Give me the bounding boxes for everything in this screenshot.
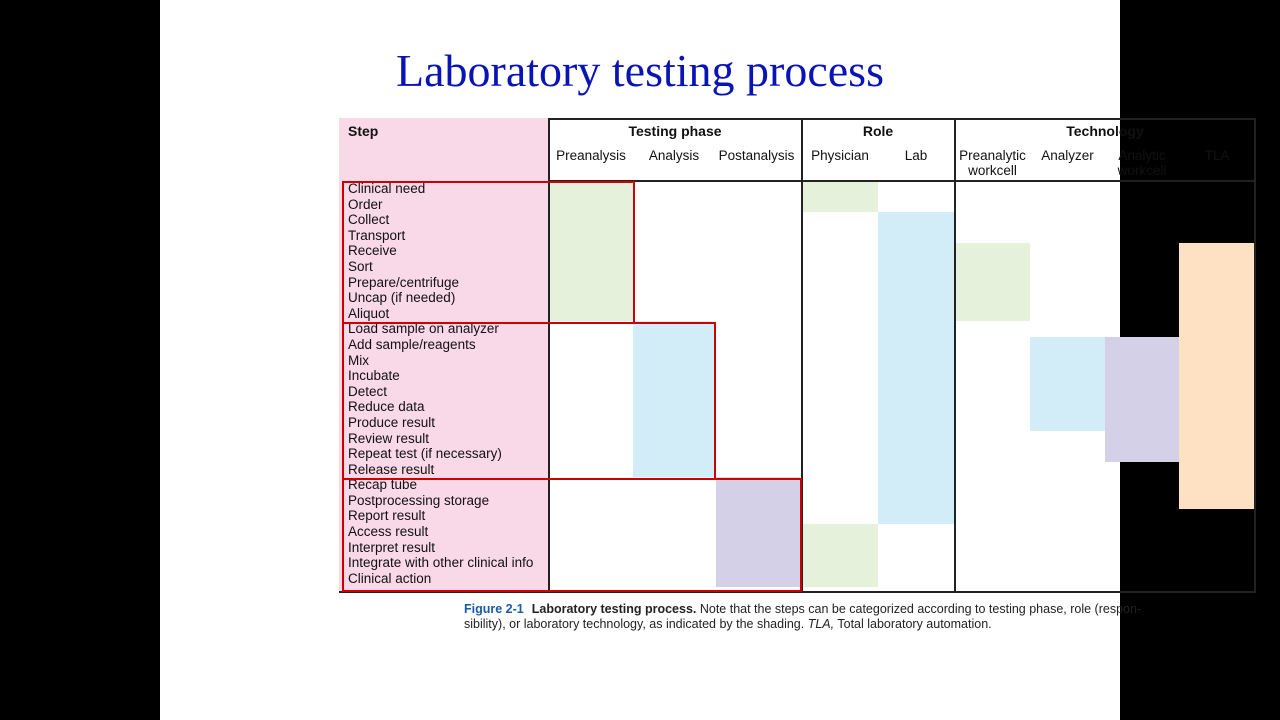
- slide: Laboratory testing process Step Testing …: [160, 0, 1256, 720]
- step-item: Incubate: [348, 368, 400, 384]
- step-item: Report result: [348, 508, 426, 524]
- step-item: Receive: [348, 243, 397, 259]
- col-header-physician: Physician: [811, 148, 869, 163]
- col-header-analysis: Analysis: [648, 148, 700, 163]
- col-header-preanalytic-workcell: Preanalytic workcell: [959, 148, 1026, 178]
- group-header-testing-phase: Testing phase: [628, 123, 722, 139]
- caption-text-1: Note that the steps can be categorized a…: [464, 602, 1142, 631]
- step-header: Step: [348, 123, 379, 139]
- shade-physician: [802, 181, 878, 213]
- divider-role: [954, 118, 956, 593]
- step-item: Order: [348, 196, 383, 212]
- step-item: Mix: [348, 352, 369, 368]
- step-item: Access result: [348, 524, 429, 540]
- shade-tla: [1179, 243, 1254, 509]
- step-list: Clinical need Order Collect Transport Receiv…: [348, 181, 533, 586]
- step-item: Review result: [348, 430, 430, 446]
- shade-analytic-workcell: [1105, 337, 1179, 462]
- col-header-tla: TLA: [1204, 148, 1230, 163]
- group-header-technology: Technology: [1066, 123, 1144, 139]
- figure-number: Figure 2-1: [464, 602, 524, 616]
- divider-phase: [801, 118, 803, 593]
- col-header-lab: Lab: [904, 148, 928, 163]
- step-item: Collect: [348, 212, 390, 228]
- shade-postanalysis: [716, 477, 800, 587]
- preanalysis-highlight-box: [342, 181, 635, 324]
- header-divider: [549, 180, 1255, 182]
- step-item: Aliquot: [348, 305, 390, 321]
- analysis-highlight-box: [342, 322, 716, 480]
- step-item: Clinical action: [348, 570, 432, 586]
- step-item: Prepare/centrifuge: [348, 274, 460, 290]
- step-item: Integrate with other clinical info: [348, 555, 534, 571]
- step-item: Add sample/reagents: [348, 336, 476, 352]
- step-item: Reduce data: [348, 399, 425, 415]
- step-item: Clinical need: [348, 181, 426, 196]
- step-item: Sort: [348, 258, 373, 274]
- step-item: Produce result: [348, 414, 436, 430]
- divider-step: [548, 118, 550, 593]
- col-header-analytic-workcell: Analytic workcell: [1117, 148, 1167, 178]
- shade-analyzer: [1030, 337, 1105, 431]
- testing-process-table: Step Testing phase Role Technology Prean…: [339, 118, 1256, 593]
- step-item: Postprocessing storage: [348, 492, 490, 508]
- table-top-border: [549, 118, 1255, 120]
- step-item: Load sample on analyzer: [348, 321, 499, 337]
- figure-title: Laboratory testing process.: [531, 602, 697, 616]
- group-header-role: Role: [862, 123, 894, 139]
- col-header-preanalysis: Preanalysis: [556, 148, 626, 163]
- step-column-shading: [339, 118, 549, 593]
- shade-analysis: [633, 321, 714, 478]
- shade-preanalytic-workcell: [956, 243, 1030, 322]
- step-item: Repeat test (if necessary): [348, 446, 502, 462]
- figure-caption: Figure 2-1 Laboratory testing process. No…: [464, 602, 1164, 632]
- col-header-analyzer: Analyzer: [1041, 148, 1094, 163]
- step-item: Detect: [348, 383, 388, 399]
- step-item: Transport: [348, 227, 406, 243]
- postanalysis-highlight-box: [342, 478, 802, 592]
- step-item: Recap tube: [348, 477, 418, 493]
- shade-preanalysis: [550, 181, 633, 322]
- caption-tla: TLA,: [807, 617, 835, 631]
- shade-physician: [802, 524, 878, 587]
- col-header-postanalysis: Postanalysis: [718, 148, 795, 163]
- step-item: Release result: [348, 461, 435, 477]
- table-right-border: [1254, 118, 1256, 593]
- step-item: Interpret result: [348, 539, 436, 555]
- slide-title: Laboratory testing process: [396, 45, 884, 96]
- step-item: Uncap (if needed): [348, 290, 456, 306]
- caption-text-2: Total laboratory automation.: [834, 617, 992, 631]
- shade-lab: [878, 212, 954, 525]
